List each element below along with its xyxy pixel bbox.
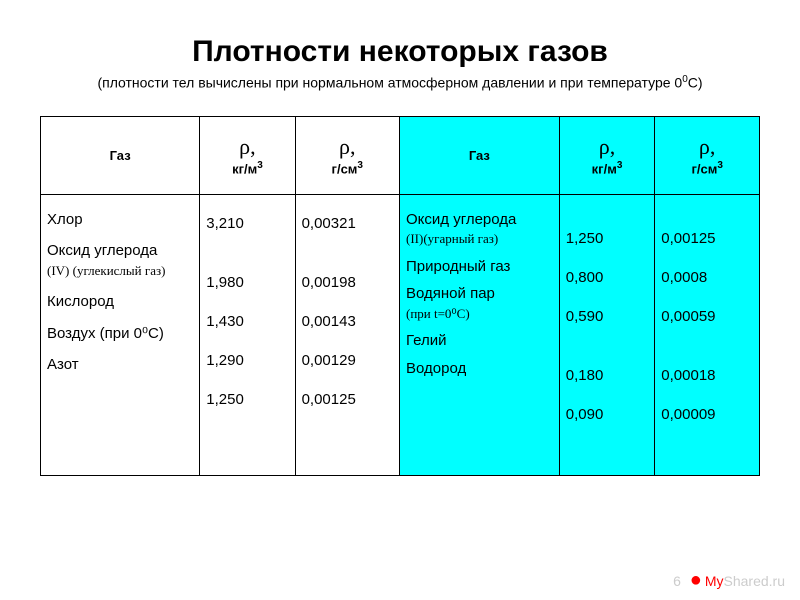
left-g-list: 0,00321 0,00198 0,00143 0,00129 0,00125 (296, 195, 400, 475)
gas-name: Кислород (47, 293, 114, 310)
kg-value: 0,090 (566, 406, 649, 423)
left-kg-list: 3,210 1,980 1,430 1,290 1,250 (200, 195, 295, 475)
gas-name: Оксид углерода (47, 242, 157, 259)
gas-name: Водород (406, 360, 466, 377)
right-header-row: Газ ρ, кг/м3 ρ, г/см3 (400, 117, 759, 195)
header-gas-left: Газ (41, 117, 200, 194)
gas-name: Гелий (406, 332, 446, 349)
gas-item: Кислород (47, 292, 193, 312)
slide-container: Плотности некоторых газов (плотности тел… (0, 0, 800, 600)
gas-item: Воздух (при 0⁰С) (47, 324, 193, 344)
watermark-dot: ● (690, 569, 702, 591)
subtitle-prefix: (плотности тел вычислены при нормальном … (97, 75, 682, 91)
header-g-right: ρ, г/см3 (655, 117, 759, 194)
g-unit-text: г/см (332, 161, 358, 176)
g-value: 0,00129 (302, 352, 393, 369)
right-g-list: 0,00125 0,0008 0,00059 0,00018 0,00009 (655, 195, 759, 475)
g-value: 0,00059 (661, 308, 753, 325)
g-unit-text-r: г/см (691, 161, 717, 176)
rho-symbol-3: ρ, (599, 134, 615, 160)
kg-value: 3,210 (206, 215, 288, 232)
gas-name: Водяной пар (406, 285, 495, 302)
spacer (206, 254, 288, 274)
g-value: 0,00198 (302, 274, 393, 291)
left-data-row: Хлор Оксид углерода (IV) (углекислый газ)… (41, 195, 400, 475)
subtitle-suffix: С) (688, 75, 703, 91)
gas-item: Гелий (406, 331, 553, 351)
g-value: 0,00125 (302, 391, 393, 408)
rho-symbol: ρ, (239, 134, 255, 160)
header-gas-label: Газ (110, 148, 131, 163)
g-value: 0,00125 (661, 230, 753, 247)
right-kg-list: 1,250 0,800 0,590 0,180 0,090 (560, 195, 656, 475)
rho-symbol-2: ρ, (339, 134, 355, 160)
slide-number: 6 (673, 573, 681, 589)
spacer (566, 347, 649, 367)
header-kg-right: ρ, кг/м3 (560, 117, 656, 194)
gas-name: Природный газ (406, 258, 510, 275)
gas-name: Воздух (при 0⁰С) (47, 325, 164, 342)
gas-item: Азот (47, 355, 193, 375)
slide-subtitle: (плотности тел вычислены при нормальном … (40, 74, 760, 91)
spacer (302, 254, 393, 274)
kg-value: 0,590 (566, 308, 649, 325)
gas-note: (при t=0⁰С) (406, 306, 470, 321)
rho-symbol-4: ρ, (699, 134, 715, 160)
left-table: Газ ρ, кг/м3 ρ, г/см3 Хлор Оксид углерод… (41, 117, 400, 475)
kg-value: 1,250 (566, 230, 649, 247)
kg-value: 1,250 (206, 391, 288, 408)
g-value: 0,00143 (302, 313, 393, 330)
g-unit-exp: 3 (357, 160, 363, 171)
header-gas-label-r: Газ (469, 148, 490, 163)
g-unit-exp-r: 3 (717, 160, 723, 171)
right-table: Газ ρ, кг/м3 ρ, г/см3 Оксид углерода(II)… (400, 117, 759, 475)
g-unit-r: г/см3 (691, 160, 722, 176)
gas-name: Оксид углерода (406, 211, 516, 228)
kg-unit-text: кг/м (232, 161, 257, 176)
density-table: Газ ρ, кг/м3 ρ, г/см3 Хлор Оксид углерод… (40, 116, 760, 476)
g-value: 0,00321 (302, 215, 393, 232)
gas-note: (IV) (углекислый газ) (47, 263, 165, 278)
kg-unit-exp: 3 (257, 160, 263, 171)
right-data-row: Оксид углерода (II)(угарный газ) Природны… (400, 195, 759, 475)
watermark-my: My (705, 573, 724, 589)
g-value: 0,00009 (661, 406, 753, 423)
header-kg-left: ρ, кг/м3 (200, 117, 295, 194)
kg-value: 1,290 (206, 352, 288, 369)
g-unit: г/см3 (332, 160, 363, 176)
header-g-left: ρ, г/см3 (296, 117, 400, 194)
gas-name: Азот (47, 356, 79, 373)
kg-unit-r: кг/м3 (592, 160, 623, 176)
g-value: 0,0008 (661, 269, 753, 286)
left-gas-list: Хлор Оксид углерода (IV) (углекислый газ)… (41, 195, 200, 475)
gas-item: Водяной пар (при t=0⁰С) (406, 284, 553, 323)
gas-item: Хлор (47, 210, 193, 230)
spacer (661, 347, 753, 367)
watermark-shared: Shared.ru (724, 573, 785, 589)
kg-value: 1,980 (206, 274, 288, 291)
gas-note: (II)(угарный газ) (406, 231, 498, 246)
gas-item: Оксид углерода (II)(угарный газ) (406, 210, 553, 249)
gas-name: Хлор (47, 211, 83, 228)
kg-unit-text-r: кг/м (592, 161, 617, 176)
slide-title: Плотности некоторых газов (40, 35, 760, 69)
g-value: 0,00018 (661, 367, 753, 384)
gas-item: Природный газ (406, 257, 553, 277)
kg-value: 0,180 (566, 367, 649, 384)
watermark: 6 ●MyShared.ru (673, 569, 785, 592)
kg-value: 0,800 (566, 269, 649, 286)
kg-value: 1,430 (206, 313, 288, 330)
left-header-row: Газ ρ, кг/м3 ρ, г/см3 (41, 117, 400, 195)
gas-item: Оксид углерода (IV) (углекислый газ) (47, 241, 193, 280)
header-gas-right: Газ (400, 117, 560, 194)
kg-unit-exp-r: 3 (617, 160, 623, 171)
kg-unit: кг/м3 (232, 160, 263, 176)
right-gas-list: Оксид углерода (II)(угарный газ) Природны… (400, 195, 560, 475)
gas-item: Водород (406, 359, 553, 379)
